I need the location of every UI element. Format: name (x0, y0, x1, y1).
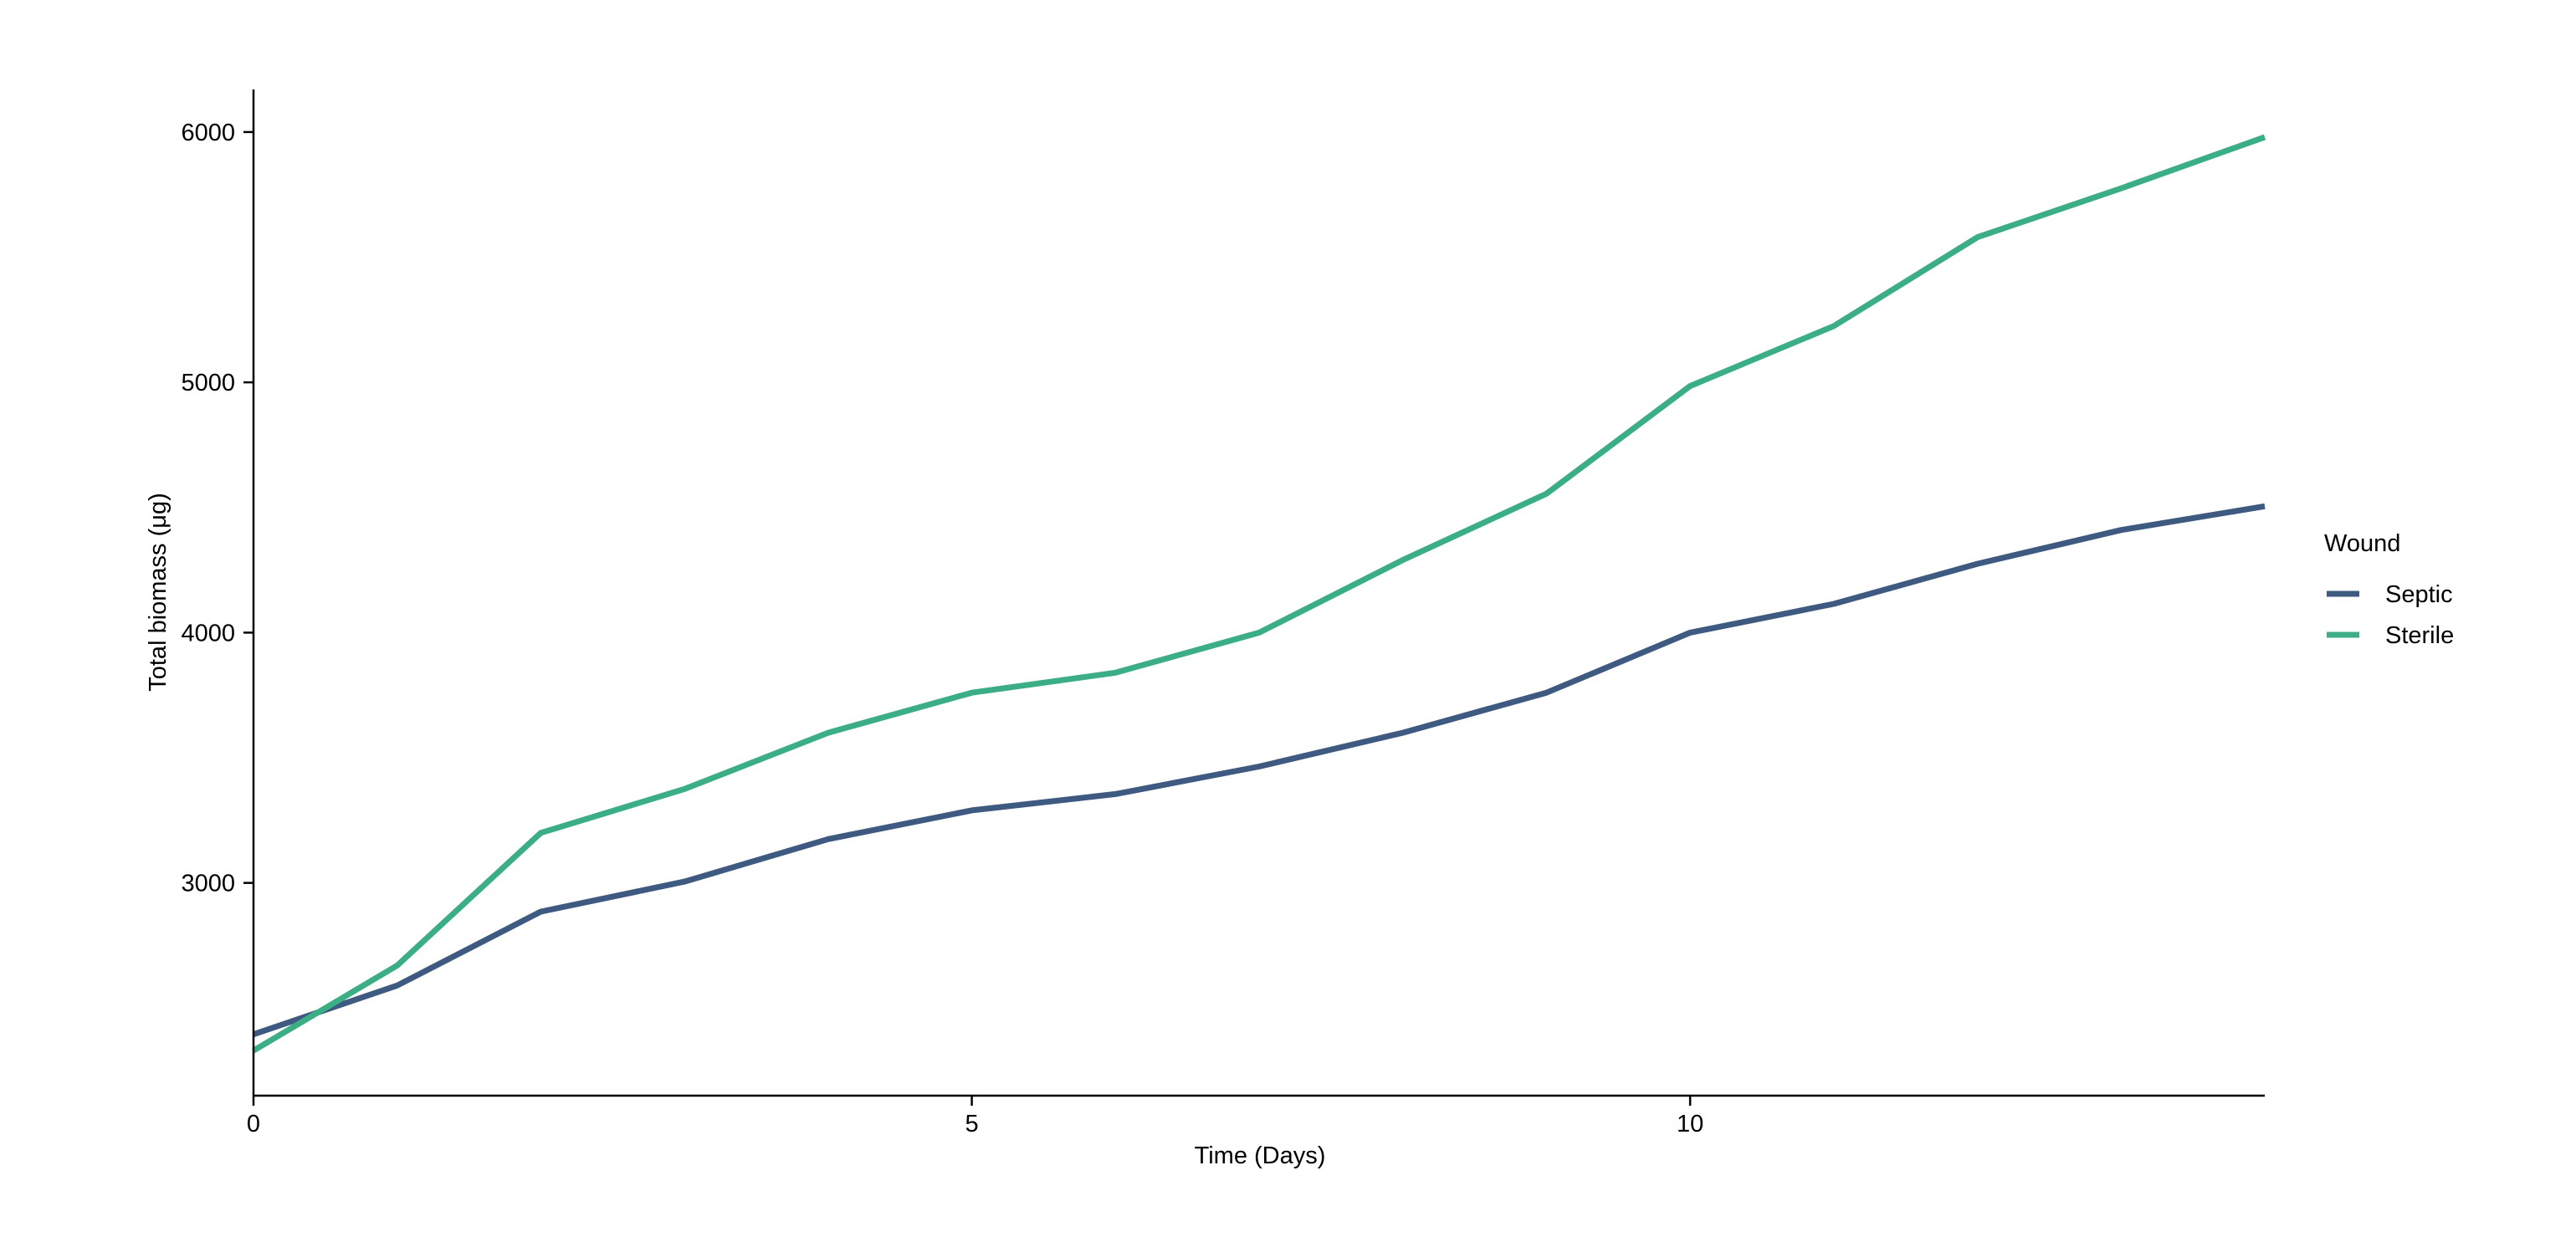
series-line-sterile (252, 134, 2266, 1054)
legend-title: Wound (2324, 530, 2400, 557)
series-layer (252, 134, 2266, 1054)
legend-label: Sterile (2385, 622, 2454, 649)
y-axis-label: Total biomass (μg) (145, 493, 172, 692)
plot-area: 0 5 10 3000 4000 5000 6000 (181, 89, 2266, 1137)
x-axis-label: Time (Days) (1195, 1142, 1326, 1169)
legend-item-septic: Septic (2327, 581, 2453, 608)
y-tick-label: 6000 (181, 120, 235, 146)
x-axis-ticks: 0 5 10 (247, 1096, 1703, 1137)
x-tick-label: 10 (1677, 1111, 1703, 1137)
legend-items: Septic Sterile (2327, 581, 2454, 649)
legend-item-sterile: Sterile (2327, 622, 2454, 649)
x-tick-label: 5 (965, 1111, 979, 1137)
y-tick-label: 4000 (181, 620, 235, 647)
y-axis-ticks: 3000 4000 5000 6000 (181, 120, 254, 897)
series-line-septic (252, 503, 2266, 1038)
legend: Wound Septic Sterile (2324, 530, 2454, 649)
legend-label: Septic (2385, 581, 2453, 608)
y-tick-label: 5000 (181, 370, 235, 396)
y-tick-label: 3000 (181, 871, 235, 897)
x-tick-label: 0 (247, 1111, 260, 1137)
